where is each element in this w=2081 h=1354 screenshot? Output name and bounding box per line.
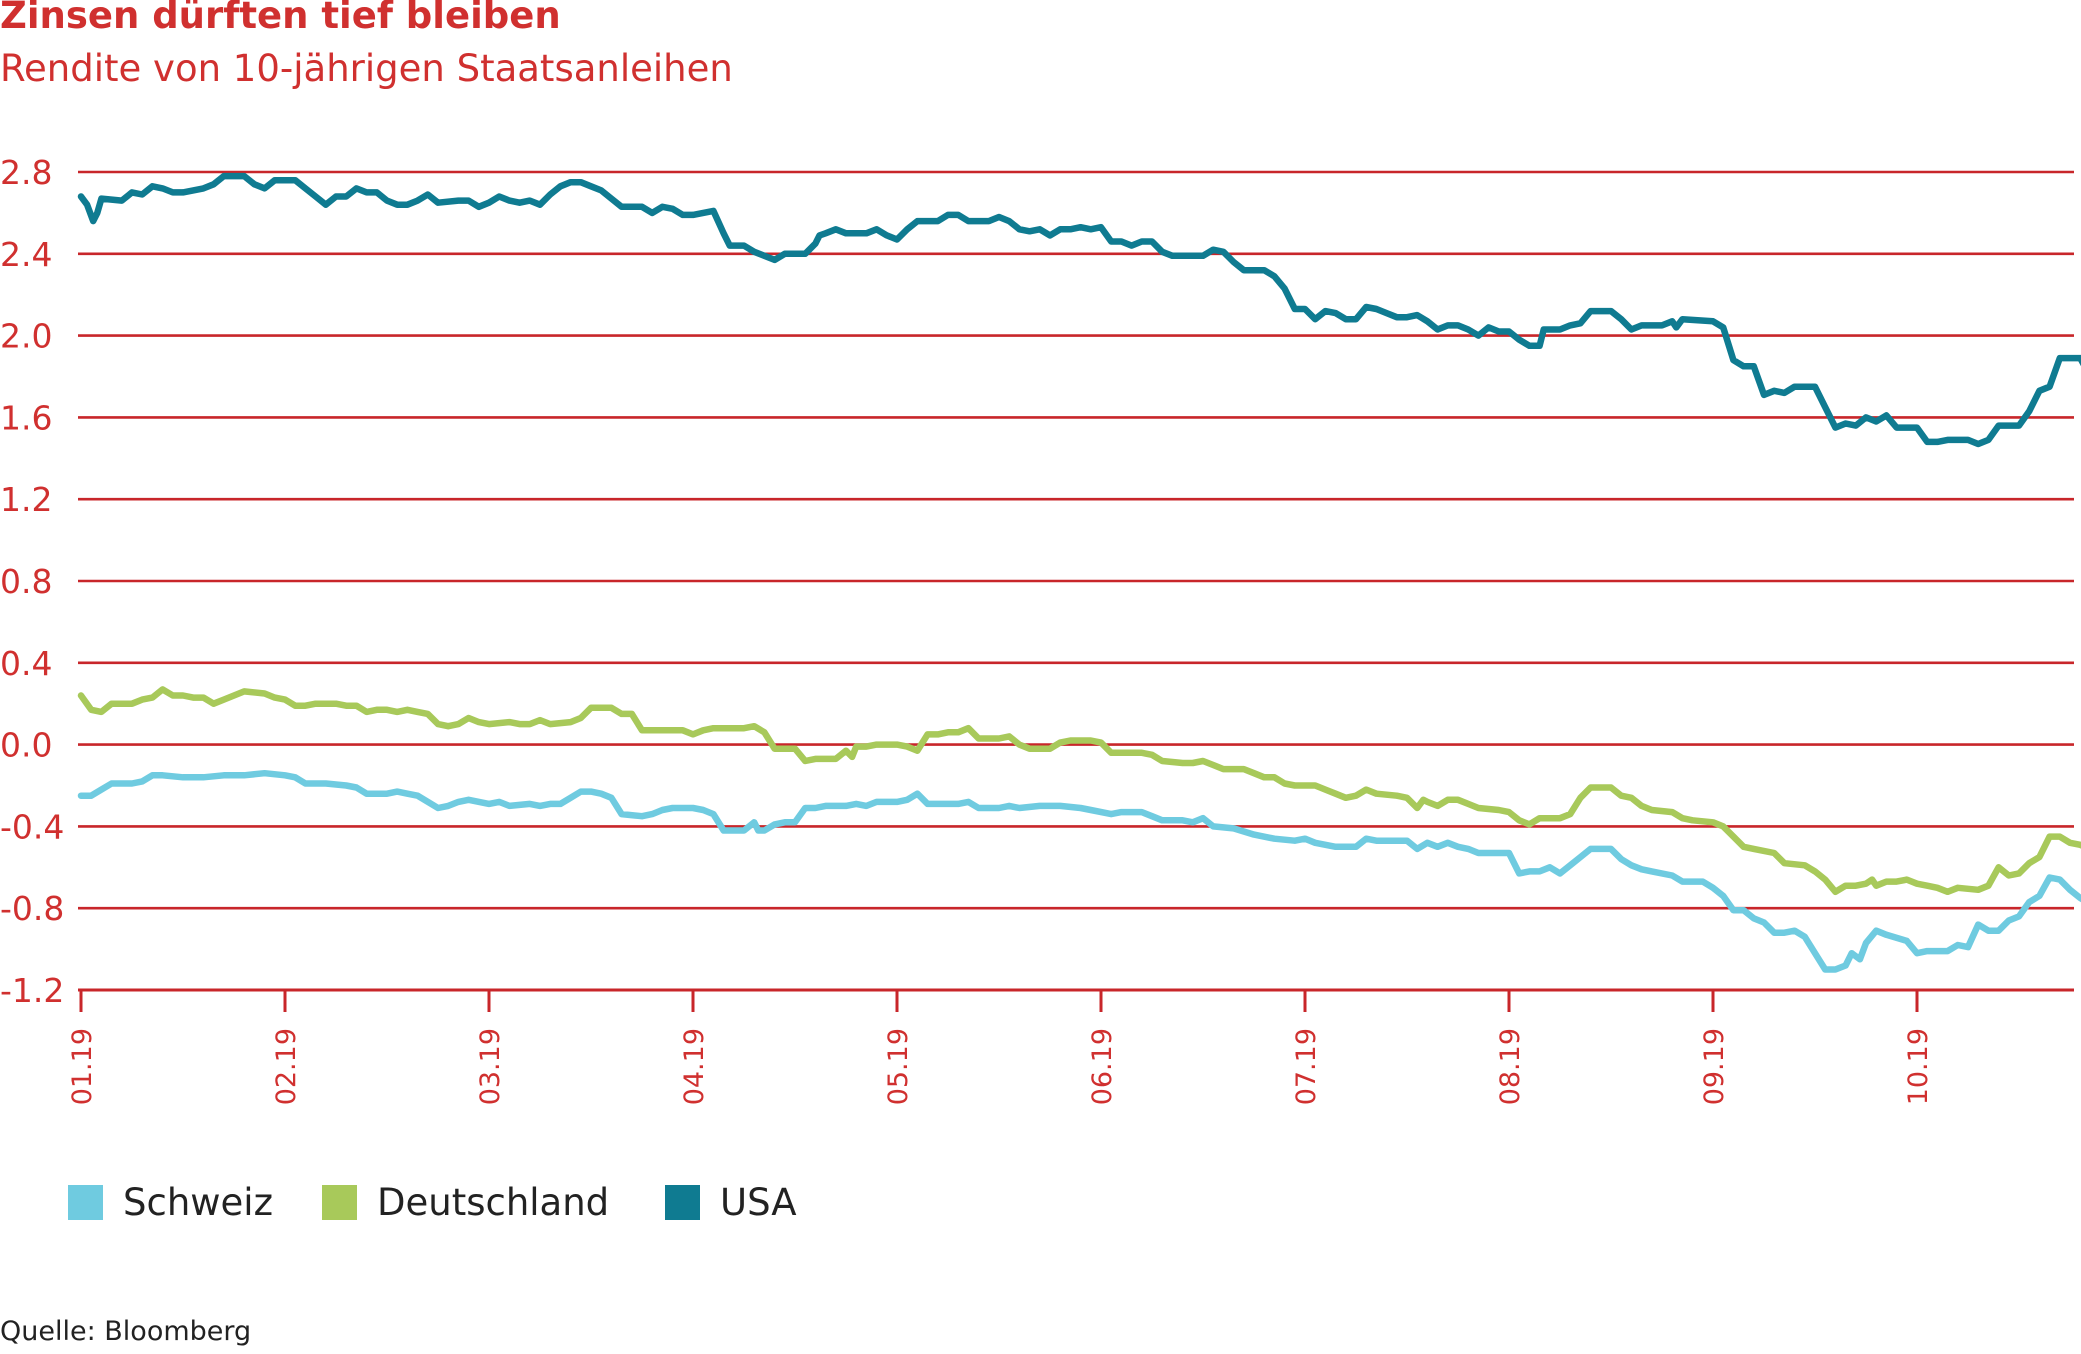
y-tick-label: 0.8: [0, 562, 52, 601]
series-line-usa: [77, 172, 2081, 448]
series-line-schweiz: [77, 769, 2081, 973]
x-tick-label: 01.19: [67, 1028, 98, 1105]
x-tick-label: 04.19: [679, 1028, 710, 1105]
source-note: Quelle: Bloomberg: [0, 1316, 252, 1347]
y-tick-label: 0.4: [0, 644, 52, 683]
legend-swatch: [68, 1185, 103, 1220]
legend-label: Schweiz: [123, 1181, 273, 1224]
y-tick-label: 1.2: [0, 480, 52, 519]
x-tick-label: 10.19: [1903, 1028, 1934, 1105]
legend-swatch: [322, 1185, 357, 1220]
y-tick-label: -0.4: [0, 807, 64, 846]
x-tick-label: 02.19: [271, 1028, 302, 1105]
x-tick-label: 05.19: [883, 1028, 914, 1105]
x-tick-label: 07.19: [1291, 1028, 1322, 1105]
legend-swatch: [665, 1185, 700, 1220]
x-tick-label: 06.19: [1087, 1028, 1118, 1105]
y-tick-label: -0.8: [0, 889, 64, 928]
y-tick-label: 0.0: [0, 726, 52, 765]
y-tick-label: 1.6: [0, 398, 52, 437]
x-tick-label: 03.19: [475, 1028, 506, 1105]
legend-label: USA: [720, 1181, 797, 1224]
chart-subtitle: Rendite von 10-jährigen Staatsanleihen: [0, 47, 733, 90]
x-tick-label: 09.19: [1699, 1028, 1730, 1105]
series-line-deutschland: [77, 686, 2081, 896]
y-tick-label: -1.2: [0, 971, 64, 1010]
y-tick-label: 2.8: [0, 153, 52, 192]
y-tick-label: 2.0: [0, 317, 52, 356]
x-tick-label: 08.19: [1495, 1028, 1526, 1105]
chart-title: Zinsen dürften tief bleiben: [0, 0, 561, 37]
legend-label: Deutschland: [377, 1181, 609, 1224]
y-tick-label: 2.4: [0, 235, 52, 274]
